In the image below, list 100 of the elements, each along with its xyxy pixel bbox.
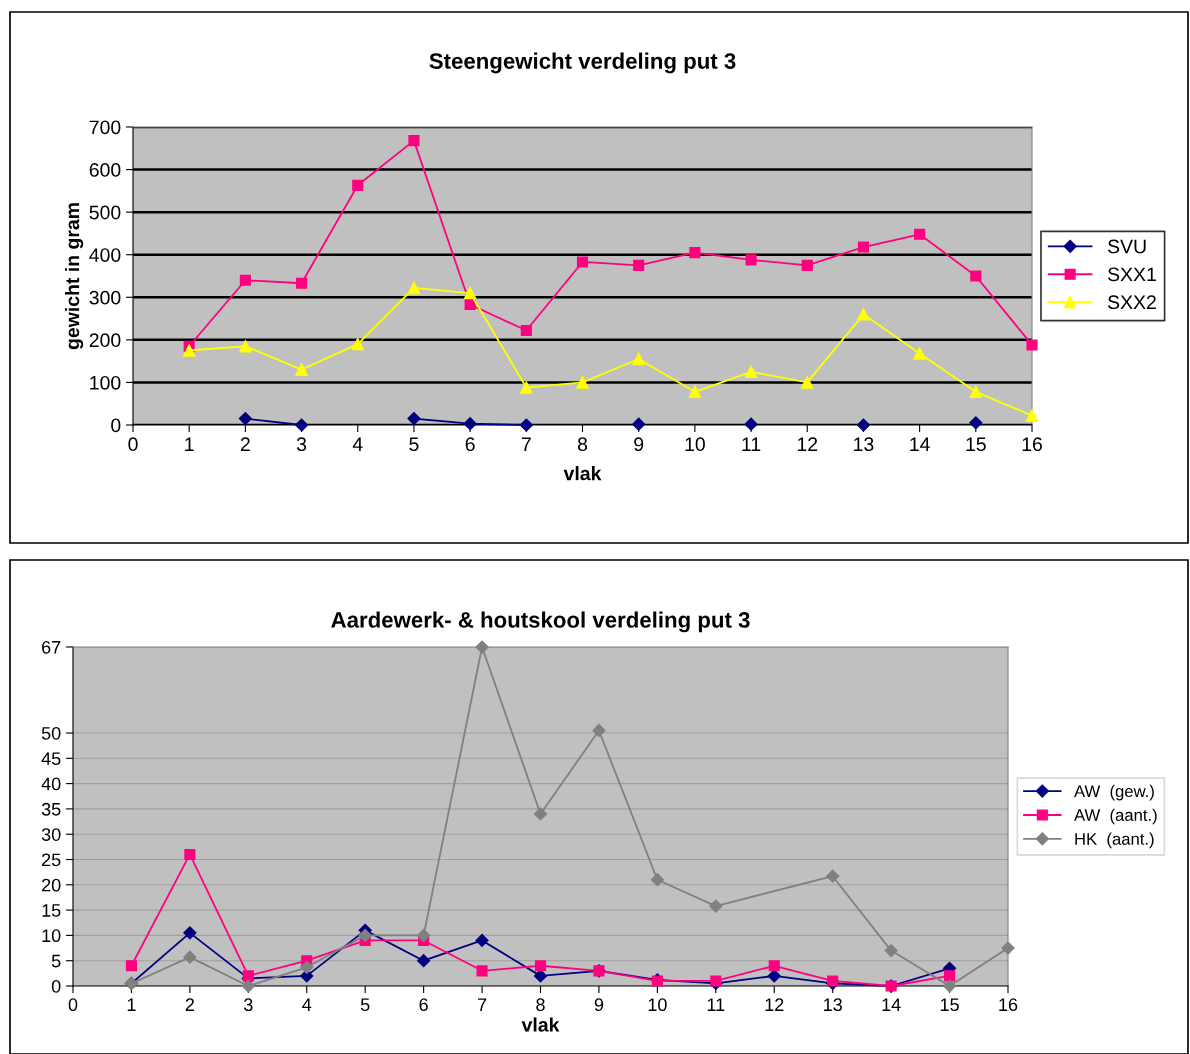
point [857, 308, 870, 321]
y-tick-label: 100 [90, 375, 121, 390]
point [475, 933, 489, 948]
legend-label: AW (aant.) [1074, 808, 1157, 825]
point [352, 179, 364, 191]
y-tick-label: 0 [111, 418, 121, 433]
point [914, 228, 926, 240]
point [239, 274, 251, 286]
legend-label: SXX1 [1107, 267, 1156, 282]
x-tick-label: 10 [648, 998, 667, 1012]
point [942, 979, 957, 993]
x-tick-label: 16 [1022, 437, 1042, 452]
point [408, 135, 420, 147]
point [592, 723, 606, 738]
point [688, 385, 702, 399]
point [856, 418, 871, 432]
chart-title: Steengewicht verdeling put 3 [429, 52, 736, 74]
point [801, 259, 813, 271]
point [800, 376, 814, 389]
point [709, 899, 723, 913]
x-tick-label: 9 [594, 998, 604, 1012]
point [476, 965, 488, 977]
point [744, 365, 758, 379]
point [182, 344, 196, 357]
x-tick-label: 10 [685, 437, 705, 452]
legend-label: AW (gew.) [1074, 784, 1154, 801]
x-axis-title: vlak [521, 1017, 560, 1032]
x-tick-label: 13 [854, 437, 874, 452]
legend-label: HK (aant.) [1075, 832, 1154, 849]
point [407, 281, 421, 295]
x-tick-label: 8 [536, 998, 545, 1012]
x-tick-label: 6 [465, 437, 475, 452]
x-tick-label: 4 [352, 437, 363, 451]
point [969, 416, 983, 430]
point [125, 960, 137, 972]
x-tick-label: 16 [999, 998, 1018, 1012]
x-tick-label: 11 [707, 998, 725, 1011]
y-tick-label: 200 [89, 333, 121, 348]
point [768, 960, 780, 972]
y-tick-label: 600 [89, 163, 121, 177]
x-tick-label: 3 [296, 437, 307, 452]
point [969, 385, 983, 399]
point [242, 970, 254, 982]
x-axis-title: vlak [563, 466, 602, 481]
x-tick-label: 12 [765, 998, 784, 1011]
y-tick-label: 45 [41, 752, 61, 766]
y-tick-label: 400 [89, 248, 121, 262]
x-tick-label: 11 [742, 437, 761, 451]
point [913, 347, 926, 360]
x-tick-label: 5 [360, 998, 370, 1012]
x-tick-label: 2 [185, 998, 194, 1011]
point [475, 640, 489, 654]
point [826, 869, 840, 883]
y-tick-label: 300 [89, 290, 121, 305]
point [463, 417, 477, 431]
y-tick-label: 30 [41, 828, 61, 841]
point [650, 873, 664, 887]
x-tick-label: 5 [409, 437, 419, 452]
point [520, 381, 533, 394]
y-tick-label: 40 [41, 777, 61, 791]
y-tick-label: 25 [42, 853, 61, 867]
x-tick-label: 14 [910, 437, 930, 451]
x-tick-label: 6 [419, 998, 428, 1012]
x-tick-label: 14 [882, 998, 901, 1011]
y-tick-label: 500 [89, 205, 121, 220]
point [407, 412, 421, 426]
point [351, 337, 365, 351]
x-tick-label: 0 [128, 437, 138, 452]
point [827, 975, 839, 987]
point [710, 975, 722, 987]
point [632, 417, 646, 431]
x-tick-label: 1 [185, 437, 194, 451]
x-tick-label: 1 [127, 998, 136, 1011]
point [295, 363, 308, 376]
chart-title: Aardewerk- & houtskool verdeling put 3 [331, 611, 750, 633]
point [970, 270, 982, 282]
x-tick-label: 12 [797, 437, 818, 451]
point [884, 943, 898, 958]
point [519, 418, 533, 432]
point [183, 926, 197, 940]
x-tick-label: 2 [240, 437, 250, 451]
point [1025, 409, 1039, 422]
point [576, 376, 589, 389]
x-tick-label: 15 [966, 437, 986, 452]
point [1001, 941, 1015, 955]
point [689, 247, 701, 259]
point [520, 324, 532, 337]
x-tick-label: 9 [634, 437, 644, 452]
point [1026, 339, 1038, 351]
point [745, 254, 757, 266]
point [944, 970, 956, 982]
point [857, 241, 869, 253]
point [296, 277, 308, 289]
point [533, 969, 548, 983]
legend-label: SXX2 [1107, 295, 1156, 310]
point [576, 256, 589, 268]
point [241, 979, 255, 993]
x-tick-label: 4 [302, 998, 312, 1011]
point [300, 960, 314, 974]
y-tick-label: 35 [41, 802, 61, 816]
